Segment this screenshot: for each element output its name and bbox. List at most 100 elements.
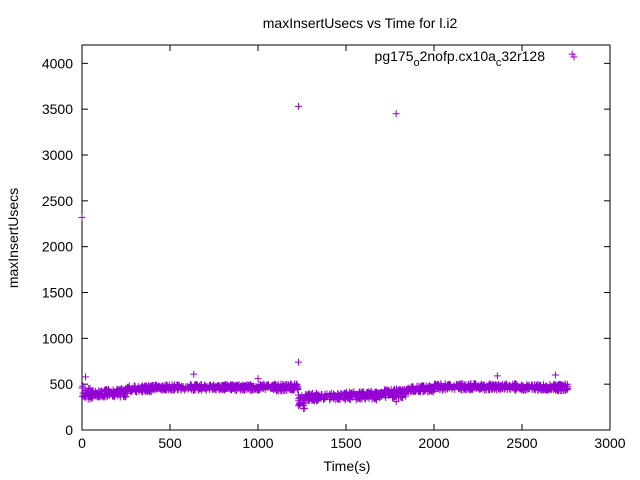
data-point (556, 380, 564, 388)
data-point (488, 383, 496, 391)
data-point (177, 386, 185, 394)
data-point (547, 386, 555, 394)
y-tick-label: 0 (65, 422, 73, 438)
data-point (390, 393, 398, 401)
data-point (302, 393, 310, 401)
data-point (425, 382, 433, 390)
y-tick-label: 4000 (42, 55, 73, 71)
data-point (543, 384, 551, 392)
data-point (419, 388, 427, 396)
data-point (248, 385, 256, 393)
data-point (88, 394, 96, 402)
data-point (109, 392, 117, 400)
data-point (313, 390, 321, 398)
data-point (305, 392, 313, 400)
data-point (143, 387, 151, 395)
data-point (519, 383, 527, 391)
data-point (333, 394, 341, 402)
data-point (154, 384, 162, 392)
data-point (286, 381, 294, 389)
data-point (513, 380, 521, 388)
data-point (477, 382, 485, 390)
legend: pg175o2nofp.cx10ac32r128 (375, 48, 546, 69)
outlier-point (254, 375, 262, 383)
data-point (124, 387, 132, 395)
data-point (259, 384, 267, 392)
data-point (511, 386, 519, 394)
legend-label: pg175o2nofp.cx10ac32r128 (375, 48, 546, 69)
data-point (124, 384, 132, 392)
data-point (531, 386, 539, 394)
data-point (131, 386, 139, 394)
outlier-point (392, 110, 400, 118)
y-tick-label: 3000 (42, 147, 73, 163)
data-point (184, 385, 192, 393)
data-point (528, 382, 536, 390)
data-point (377, 392, 385, 400)
data-point (300, 405, 308, 413)
data-point (532, 381, 540, 389)
data-point (262, 381, 270, 389)
data-point (104, 385, 112, 393)
data-point (455, 383, 463, 391)
data-point (400, 391, 408, 399)
data-point (293, 381, 301, 389)
data-point (118, 385, 126, 393)
data-point (326, 395, 334, 403)
y-tick-label: 500 (50, 376, 74, 392)
chart-title: maxInsertUsecs vs Time for l.i2 (263, 15, 458, 31)
data-point (542, 383, 550, 391)
data-point (242, 382, 250, 390)
data-point (445, 384, 453, 392)
outlier-point (392, 398, 400, 406)
outlier-point (79, 382, 87, 390)
y-tick-label: 3500 (42, 101, 73, 117)
x-tick-label: 2500 (506, 435, 537, 451)
x-axis-label: Time(s) (324, 458, 371, 474)
data-point (346, 393, 354, 401)
x-tick-label: 500 (158, 435, 182, 451)
data-point (352, 396, 360, 404)
x-tick-label: 1500 (330, 435, 361, 451)
outlier-point (551, 371, 559, 379)
data-point (354, 394, 362, 402)
outlier-point (78, 213, 86, 221)
data-point (312, 391, 320, 399)
data-point (342, 391, 350, 399)
data-point (435, 383, 443, 391)
data-point (358, 388, 366, 396)
y-axis-label: maxInsertUsecs (5, 188, 21, 288)
data-point (88, 390, 96, 398)
data-point (327, 392, 335, 400)
axes: 0 500 1000 1500 2000 2500 3000 0 500 1000 1500 2000… (42, 44, 626, 451)
data-point (394, 387, 402, 395)
data-point (135, 387, 143, 395)
data-point (480, 382, 488, 390)
data-point (255, 381, 263, 389)
data-point (188, 381, 196, 389)
data-point (493, 386, 501, 394)
data-point (290, 386, 298, 394)
outlier-point (82, 373, 90, 381)
data-point (317, 394, 325, 402)
data-point (372, 395, 380, 403)
y-tick-label: 1000 (42, 330, 73, 346)
y-tick-label: 2500 (42, 193, 73, 209)
data-point (563, 380, 571, 388)
outlier-point (294, 102, 302, 110)
data-point (459, 380, 467, 388)
data-point (114, 388, 122, 396)
data-point (278, 387, 286, 395)
data-point (503, 381, 511, 389)
data-point (219, 384, 227, 392)
data-point (534, 381, 542, 389)
data-point (89, 387, 97, 395)
data-point (295, 402, 303, 410)
x-tick-label: 2000 (418, 435, 449, 451)
data-point (159, 385, 167, 393)
data-point (173, 381, 181, 389)
data-point (466, 385, 474, 393)
data-point (230, 382, 238, 390)
